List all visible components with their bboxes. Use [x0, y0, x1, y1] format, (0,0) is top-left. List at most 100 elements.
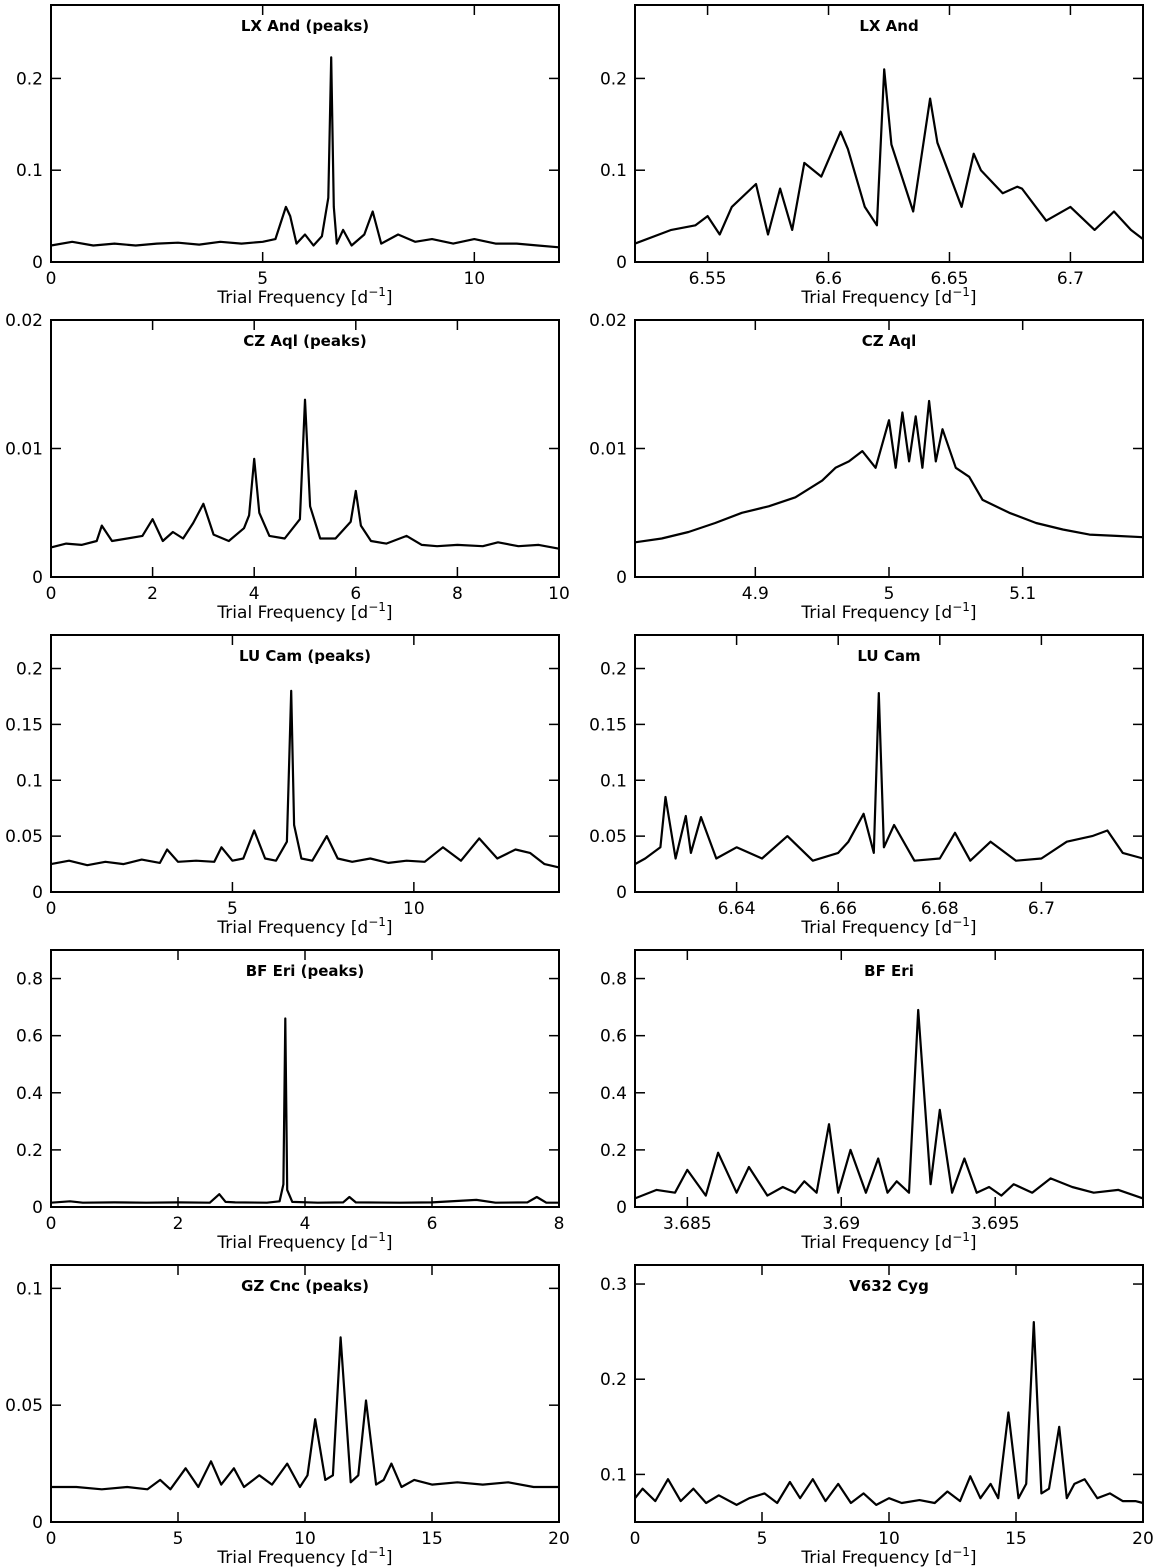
- x-axis-label-superscript: −1: [368, 285, 386, 299]
- x-axis-label-text: Trial Frequency [d: [216, 1548, 368, 1567]
- series-line: [634, 68, 1144, 245]
- x-axis-label-superscript: −1: [368, 600, 386, 614]
- x-axis-label: Trial Frequency [d−1]: [800, 1230, 976, 1253]
- x-tick-label: 4: [249, 584, 260, 604]
- plot-frame: [634, 949, 1144, 1208]
- y-tick-label: 0.8: [16, 970, 43, 990]
- x-tick-label: 10: [878, 1529, 900, 1549]
- y-tick-label: 0.1: [600, 1465, 627, 1485]
- x-axis-label-text: Trial Frequency [d: [800, 288, 952, 308]
- x-axis-label: Trial Frequency [d−1]: [216, 1230, 392, 1253]
- x-tick-label: 6.6: [815, 269, 842, 289]
- series-line: [51, 1336, 559, 1491]
- y-tick-label: 0.15: [589, 715, 627, 735]
- x-axis-label-text: Trial Frequency [d: [800, 603, 952, 623]
- x-tick-label: 10: [464, 269, 486, 289]
- x-axis-label-bracket: ]: [970, 288, 977, 308]
- series-line: [634, 692, 1144, 866]
- x-axis-label-bracket: ]: [970, 918, 977, 938]
- y-tick-label: 0: [32, 568, 43, 588]
- plot-frame: [50, 4, 560, 263]
- y-tick-label: 0.1: [600, 161, 627, 181]
- x-axis-label-text: Trial Frequency [d: [800, 918, 952, 938]
- y-tick-label: 0.05: [589, 827, 627, 847]
- x-axis-label: Trial Frequency [d−1]: [800, 915, 976, 938]
- x-tick-label: 6.65: [931, 269, 969, 289]
- x-axis-label-superscript: −1: [952, 285, 970, 299]
- chart-title: CZ Aql (peaks): [243, 332, 366, 350]
- x-axis-label-bracket: ]: [386, 918, 393, 938]
- x-axis-label-bracket: ]: [386, 603, 393, 623]
- x-axis-label: Trial Frequency [d−1]: [216, 600, 392, 623]
- plot-frame: [50, 634, 560, 893]
- y-tick-label: 0.6: [600, 1027, 627, 1047]
- plot-frame: [50, 949, 560, 1208]
- x-tick-label: 10: [403, 899, 425, 919]
- x-axis-label: Trial Frequency [d−1]: [216, 285, 392, 308]
- y-tick-label: 0: [32, 883, 43, 903]
- x-axis-label-superscript: −1: [368, 915, 386, 929]
- y-tick-label: 0.6: [16, 1027, 43, 1047]
- y-tick-label: 0.15: [5, 715, 43, 735]
- series-line: [634, 1008, 1144, 1200]
- x-tick-label: 6.66: [819, 899, 857, 919]
- y-tick-label: 0.1: [16, 161, 43, 181]
- series-line: [50, 689, 560, 869]
- chart-panel: 0 2 4 6 8 10 0 0.01 0.02 CZ Aql (peaks) Trial Freq…: [5, 311, 570, 623]
- chart-title: BF Eri (peaks): [246, 962, 365, 980]
- chart-panel: 6.64 6.66 6.68 6.7 0 0.05 0.1 0.15 0.2 LU Cam Tria…: [589, 634, 1144, 938]
- x-tick-label: 0: [46, 269, 57, 289]
- chart-panel: 4.9 5 5.1 0 0.01 0.02 CZ Aql Trial Frequency [d…: [589, 311, 1144, 623]
- y-tick-label: 0: [616, 568, 627, 588]
- y-tick-label: 0.1: [16, 1279, 43, 1299]
- chart-title: V632 Cyg: [849, 1277, 929, 1295]
- y-tick-label: 0: [616, 253, 627, 273]
- x-axis-label-bracket: ]: [970, 1233, 977, 1253]
- y-tick-label: 0.2: [16, 69, 43, 89]
- x-tick-label: 6.55: [689, 269, 727, 289]
- plot-frame: [50, 1264, 560, 1523]
- chart-panel: 6.55 6.6 6.65 6.7 0 0.1 0.2 LX And Trial Frequen…: [600, 4, 1144, 308]
- x-tick-label: 20: [1132, 1529, 1154, 1549]
- y-tick-label: 0.4: [600, 1084, 627, 1104]
- y-tick-label: 0: [32, 1513, 43, 1533]
- y-tick-label: 0: [32, 253, 43, 273]
- x-tick-label: 6.68: [921, 899, 959, 919]
- x-tick-label: 6.7: [1028, 899, 1055, 919]
- x-tick-label: 2: [173, 1214, 184, 1234]
- chart-title: LX And: [859, 17, 918, 35]
- chart-title: LU Cam: [857, 647, 920, 665]
- chart-panel: 0 5 10 15 20 0.1 0.2 0.3 V632 Cyg Trial Frequency…: [600, 1264, 1154, 1567]
- chart-panel: 0 5 10 15 20 0 0.05 0.1 GZ Cnc (peaks) Trial Freq…: [5, 1264, 570, 1567]
- y-tick-label: 0.05: [5, 827, 43, 847]
- x-tick-label: 10: [548, 584, 570, 604]
- plot-frame: [634, 4, 1144, 263]
- plot-frame: [634, 1264, 1144, 1523]
- x-axis-label-bracket: ]: [970, 603, 977, 623]
- x-tick-label: 6: [427, 1214, 438, 1234]
- x-tick-label: 0: [46, 584, 57, 604]
- x-tick-label: 0: [46, 1529, 57, 1549]
- x-axis-label: Trial Frequency [d−1]: [216, 1545, 392, 1567]
- x-tick-label: 5: [884, 584, 895, 604]
- x-axis-label-superscript: −1: [952, 915, 970, 929]
- x-tick-label: 3.685: [663, 1214, 712, 1234]
- x-tick-label: 4.9: [742, 584, 769, 604]
- chart-title: LX And (peaks): [241, 17, 369, 35]
- y-tick-label: 0.02: [589, 311, 627, 331]
- x-tick-label: 0: [46, 1214, 57, 1234]
- x-axis-label: Trial Frequency [d−1]: [216, 915, 392, 938]
- x-axis-label-superscript: −1: [368, 1545, 386, 1559]
- chart-title: GZ Cnc (peaks): [241, 1277, 369, 1295]
- x-tick-label: 5: [257, 269, 268, 289]
- x-tick-label: 0: [630, 1529, 641, 1549]
- plot-frame: [634, 634, 1144, 893]
- x-axis-label-superscript: −1: [368, 1230, 386, 1244]
- x-axis-label-bracket: ]: [386, 288, 393, 308]
- x-axis-label-text: Trial Frequency [d: [800, 1548, 952, 1567]
- x-tick-label: 2: [147, 584, 158, 604]
- x-axis-label: Trial Frequency [d−1]: [800, 1545, 976, 1567]
- y-tick-label: 0.1: [600, 771, 627, 791]
- y-tick-label: 0.01: [589, 440, 627, 460]
